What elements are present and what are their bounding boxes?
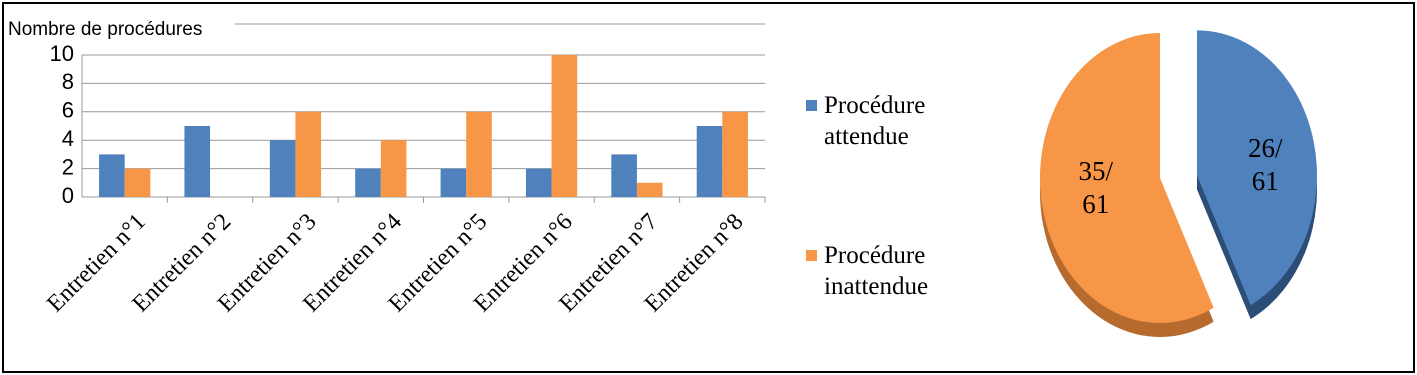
data-label: 35/61 <box>1078 155 1113 219</box>
legend-swatch <box>806 100 817 111</box>
y-tick-label: 4 <box>62 126 74 151</box>
bar <box>99 154 125 197</box>
legend-swatch <box>806 250 817 261</box>
bar <box>466 111 492 197</box>
bar <box>184 126 211 197</box>
y-tick-label: 2 <box>62 154 74 179</box>
bar <box>295 111 322 197</box>
bar <box>551 55 578 197</box>
y-axis-label: Nombre de procédures <box>8 19 202 40</box>
bar <box>636 182 663 197</box>
y-tick-label: 0 <box>62 183 74 208</box>
legend-label: Procédure inattendue <box>824 242 929 300</box>
data-label: 26/61 <box>1248 133 1283 197</box>
bar <box>124 168 151 197</box>
y-tick-label: 8 <box>62 69 74 94</box>
bar <box>440 168 467 197</box>
bar <box>722 111 748 197</box>
pie-slice <box>1040 33 1214 323</box>
y-tick-label: 10 <box>50 41 74 66</box>
bar <box>525 168 552 197</box>
bar <box>696 126 723 197</box>
y-tick-label: 6 <box>62 98 74 123</box>
pie-slice <box>1196 30 1317 306</box>
bar <box>269 140 296 197</box>
bar <box>380 140 407 197</box>
bar <box>611 154 637 197</box>
legend-label: Procédure attendue <box>824 92 926 150</box>
bar <box>355 168 381 197</box>
